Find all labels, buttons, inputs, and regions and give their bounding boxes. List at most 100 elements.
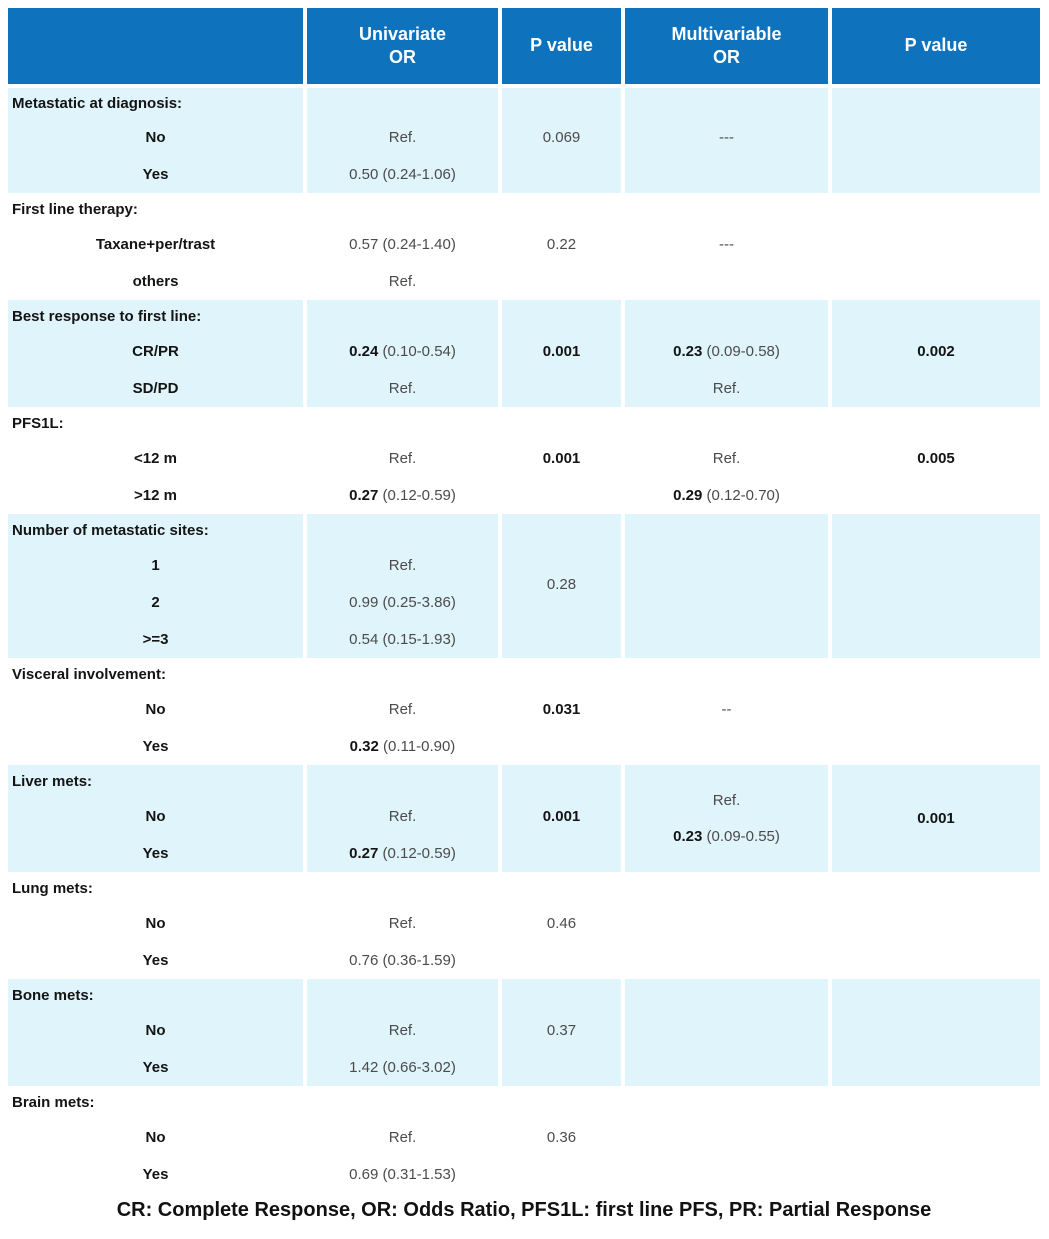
confidence-interval: (0.12-0.70) [702,487,780,504]
empty-cell [303,86,500,119]
univariate-or-value: Ref. [303,263,500,300]
table-row: Bone mets: [8,979,1040,1012]
p-value: 0.46 [498,905,623,942]
block-label: Lung mets: [12,880,93,897]
empty-cell [621,86,830,119]
column-header-univariate-or: Univariate OR [303,8,500,88]
block-number-of-metastatic-sites: Number of metastatic sites: 1 Ref. 0.28 … [8,514,1040,658]
empty-cell [498,658,623,691]
row-label: Yes [8,835,305,872]
block-label: Bone mets: [8,979,305,1012]
table-row: >12 m 0.27 (0.12-0.59) 0.29 (0.12-0.70) [8,477,1040,514]
empty-cell [828,156,1040,193]
empty-cell [828,193,1040,226]
block-visceral-involvement: Visceral involvement: No Ref. 0.031 -- Y… [8,658,1040,765]
confidence-interval: (0.09-0.55) [702,827,780,845]
p-value: 0.001 [498,440,623,477]
univariate-or-value: 0.27 (0.12-0.59) [303,477,500,514]
confidence-interval: (0.12-0.59) [378,845,456,862]
empty-cell [303,1086,500,1119]
or-value: 0.27 [349,487,379,504]
univariate-or-value: Ref. [303,370,500,407]
empty-cell [621,979,830,1012]
block-label: PFS1L: [12,415,64,432]
column-header-multivariable-or: Multivariable OR [621,8,830,88]
empty-cell [498,621,623,658]
empty-cell [621,658,830,691]
empty-cell [303,872,500,905]
empty-cell [498,1086,623,1119]
confidence-interval: (0.10-0.54) [378,343,456,360]
multivariable-or-value: Ref. [621,370,830,407]
block-label: Brain mets: [12,1094,95,1111]
table-row: No Ref. 0.069 --- [8,119,1040,156]
block-liver-mets: Liver mets: Ref. 0.23 (0.09-0.55) 0.001 … [8,765,1040,872]
multivariable-or-value: Ref. 0.23 (0.09-0.55) [621,765,830,872]
empty-cell [498,942,623,979]
block-label: First line therapy: [12,201,138,218]
univariate-or-value: 0.24 (0.10-0.54) [303,333,500,370]
block-label: Best response to first line: [8,300,305,333]
table-row: Lung mets: [8,872,1040,905]
univariate-or-value: Ref. [303,547,500,584]
table-row: 1 Ref. 0.28 [8,547,1040,621]
row-label: No [8,798,305,835]
table-row: SD/PD Ref. Ref. [8,370,1040,407]
empty-cell [621,300,830,333]
p-value: 0.031 [498,691,623,728]
univariate-or-value: 0.76 (0.36-1.59) [303,942,500,979]
confidence-interval: (0.09-0.58) [702,343,780,360]
univariate-or-value: Ref. [303,691,500,728]
table-row: Brain mets: [8,1086,1040,1119]
table-row: No Ref. 0.001 [8,798,1040,835]
empty-cell [498,193,623,226]
block-label: Visceral involvement: [12,666,166,683]
block-metastatic-at-diagnosis: Metastatic at diagnosis: No Ref. 0.069 -… [8,86,1040,193]
p-value: 0.005 [828,440,1040,477]
empty-cell [303,765,500,798]
empty-cell [828,370,1040,407]
empty-cell [828,477,1040,514]
univariate-or-value: 1.42 (0.66-3.02) [303,1049,500,1086]
block-first-line-therapy: First line therapy: Taxane+per/trast 0.5… [8,193,1040,300]
p-value: 0.22 [498,226,623,263]
table-row: Yes 1.42 (0.66-3.02) [8,1049,1040,1086]
p-value: 0.001 [498,333,623,370]
or-value: 0.27 [349,845,379,862]
empty-cell [828,1119,1040,1156]
table-row: Taxane+per/trast 0.57 (0.24-1.40) 0.22 -… [8,226,1040,263]
or-value: 0.29 [673,487,703,504]
table-row: No Ref. 0.37 [8,1012,1040,1049]
block-best-response-to-first-line: Best response to first line: CR/PR 0.24 … [8,300,1040,407]
table-row: No Ref. 0.031 -- [8,691,1040,728]
empty-cell [621,156,830,193]
empty-cell [498,300,623,333]
empty-cell [828,728,1040,765]
univariate-or-value: 0.54 (0.15-1.93) [303,621,500,658]
empty-cell [828,1086,1040,1119]
row-label: Yes [142,1166,169,1183]
row-label: 1 [8,547,305,584]
empty-cell [498,1156,623,1193]
empty-cell [498,86,623,119]
row-label: Yes [142,952,169,969]
empty-cell [498,514,623,547]
empty-cell [621,728,830,765]
empty-cell [828,942,1040,979]
univariate-or-value: Ref. [303,905,500,942]
table-row: Yes 0.50 (0.24-1.06) [8,156,1040,193]
table-row: Yes 0.32 (0.11-0.90) [8,728,1040,765]
header-row: Univariate OR P value Multivariable OR P… [8,8,1040,88]
row-label: <12 m [134,450,177,467]
empty-cell [498,979,623,1012]
empty-cell [303,407,500,440]
empty-cell [621,621,830,658]
row-label: Taxane+per/trast [95,236,216,253]
abbreviations-footnote: CR: Complete Response, OR: Odds Ratio, P… [116,1199,932,1221]
block-bone-mets: Bone mets: No Ref. 0.37 Yes 1.42 (0.66-3… [8,979,1040,1086]
row-label: 2 [8,584,305,621]
table-row: 2 0.99 (0.25-3.86) [8,584,1040,621]
empty-cell [828,979,1040,1012]
table-row: Yes 0.76 (0.36-1.59) [8,942,1040,979]
multivariable-or-value: Ref. [621,440,830,477]
